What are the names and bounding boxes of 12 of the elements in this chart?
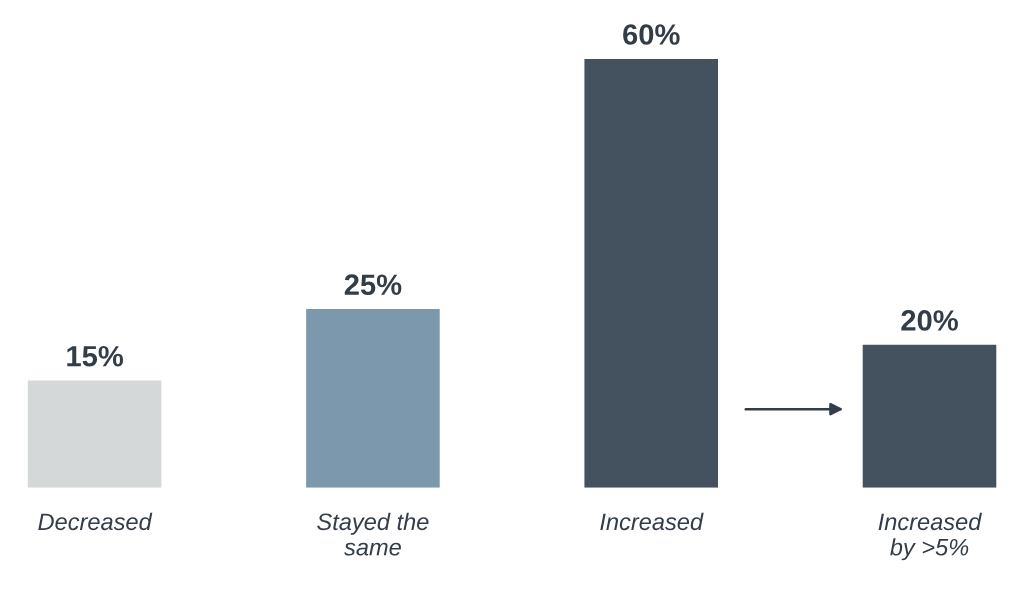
data-label: 60% [623, 24, 680, 45]
bar [862, 344, 997, 488]
data-label: 20% [901, 310, 958, 331]
x-tick-label: Decreased [38, 512, 153, 531]
x-tick-label: Stayed the same [317, 512, 429, 556]
x-tick-label: Increased [600, 512, 704, 531]
bar [306, 309, 440, 488]
x-tick-label: Increased by >5% [878, 512, 982, 561]
data-label: 15% [67, 345, 124, 367]
data-label: 25% [344, 274, 402, 296]
bar [584, 58, 719, 488]
bar [27, 380, 162, 488]
